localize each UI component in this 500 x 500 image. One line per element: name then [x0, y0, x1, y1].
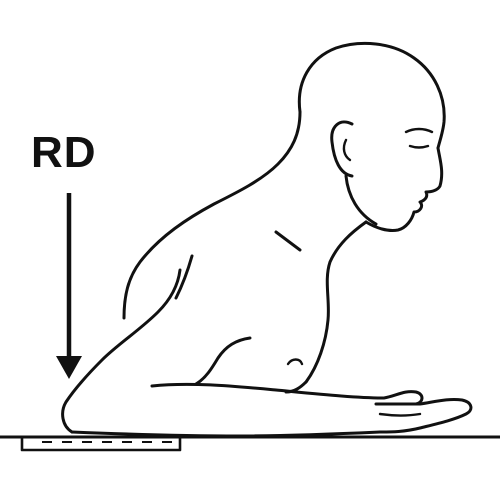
hand	[374, 398, 473, 434]
eye	[408, 144, 430, 149]
shoulder	[174, 254, 194, 300]
ear	[330, 120, 354, 178]
person-figure	[61, 41, 473, 438]
forearm-bottom	[70, 430, 382, 438]
head-outline	[297, 41, 446, 150]
brow	[404, 127, 434, 134]
face-profile	[364, 146, 444, 232]
keyboard-mat	[20, 437, 182, 452]
belly	[284, 380, 308, 394]
finger-line	[378, 412, 422, 417]
down-arrow	[56, 193, 82, 379]
chest-mark	[286, 358, 304, 366]
back-line	[122, 110, 302, 320]
clavicle	[274, 230, 302, 252]
throat-chest	[304, 220, 368, 384]
rd-label: RD	[31, 128, 97, 177]
inner-arm	[194, 336, 252, 386]
ear-inner	[342, 138, 352, 162]
jaw-neck	[344, 174, 378, 226]
forearm-top	[150, 382, 424, 406]
upper-arm-outer	[61, 268, 182, 434]
